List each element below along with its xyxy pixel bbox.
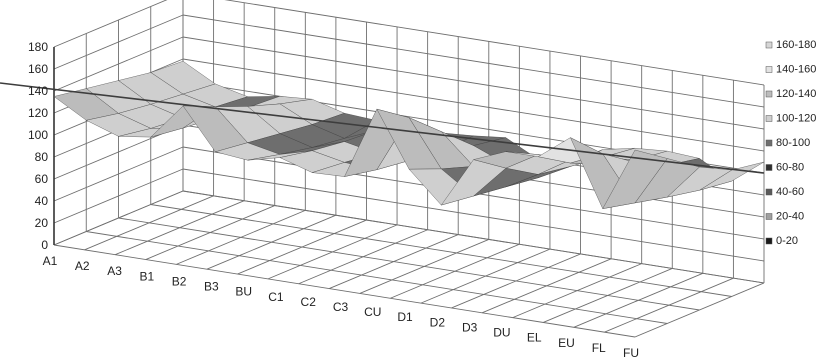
x-tick-label: EL <box>527 331 542 345</box>
back-wall-gridline <box>182 36 765 130</box>
chart-legend: 160-180 140-160 120-140 100-120 80-100 60-80 4… <box>765 39 816 247</box>
x-tick-label: D1 <box>397 310 413 324</box>
x-tick-label: B1 <box>139 269 154 283</box>
legend-swatch <box>765 213 773 220</box>
back-wall-gridline <box>182 168 765 262</box>
legend-swatch <box>765 90 773 98</box>
back-wall-gridline <box>182 14 765 108</box>
surface-patch <box>602 149 668 209</box>
y-tick-label: 60 <box>35 172 49 186</box>
x-axis-ticks: A1 A2 A3 B1 B2 B3 BU C1 C2 C3 CU D1 D2 D3 DU EL EU FL FU <box>43 254 639 358</box>
y-tick-label: 160 <box>28 62 48 76</box>
reference-line-100 <box>0 82 765 174</box>
legend-label: 100-120 <box>776 113 816 125</box>
floor-gridline <box>182 190 765 284</box>
x-tick-label: FU <box>623 346 639 358</box>
x-tick-label: A1 <box>43 254 58 268</box>
x-tick-label: FL <box>592 341 606 355</box>
legend-swatch <box>765 41 773 49</box>
x-tick-label: C3 <box>333 300 349 314</box>
back-wall-gridline <box>182 58 765 152</box>
floor-gridline <box>118 217 700 311</box>
legend-swatch <box>765 164 773 171</box>
legend-label: 80-100 <box>776 137 810 149</box>
y-tick-label: 100 <box>28 128 48 142</box>
y-tick-label: 40 <box>35 194 49 208</box>
x-tick-label: DU <box>493 326 510 340</box>
x-tick-label: D2 <box>430 315 446 329</box>
x-tick-label: BU <box>235 285 252 299</box>
x-tick-label: B2 <box>172 274 187 288</box>
legend-label: 20-40 <box>776 211 804 223</box>
back-wall-gridline <box>224 0 765 86</box>
x-tick-label: C1 <box>268 290 284 304</box>
legend-swatch <box>765 188 773 196</box>
legend-swatch <box>765 66 773 73</box>
floor-gridline <box>150 204 732 297</box>
y-tick-label: 80 <box>35 150 49 164</box>
floor-gridline <box>86 231 668 324</box>
floor-gridline <box>53 244 636 338</box>
y-tick-label: 180 <box>28 40 48 54</box>
chart-surface <box>53 61 765 209</box>
x-tick-label: B3 <box>204 280 219 294</box>
x-tick-label: A3 <box>107 264 122 278</box>
x-tick-label: A2 <box>75 259 90 273</box>
legend-label: 120-140 <box>776 88 816 100</box>
legend-label: 160-180 <box>776 39 816 51</box>
legend-label: 0-20 <box>776 235 798 247</box>
x-tick-label: D3 <box>462 320 478 334</box>
legend-label: 60-80 <box>776 162 804 174</box>
legend-swatch <box>765 139 773 147</box>
legend-swatch <box>765 115 773 122</box>
legend-label: 40-60 <box>776 186 804 198</box>
x-tick-label: EU <box>558 336 575 350</box>
reference-line <box>0 82 765 174</box>
legend-label: 140-160 <box>776 64 816 76</box>
y-axis-ticks: 0 20 40 60 80 100 120 140 160 180 <box>28 40 48 252</box>
y-tick-label: 20 <box>35 216 49 230</box>
y-tick-label: 120 <box>28 106 48 120</box>
x-tick-label: CU <box>364 305 381 319</box>
legend-swatch <box>765 237 773 245</box>
y-tick-label: 0 <box>41 238 48 252</box>
y-tick-label: 140 <box>28 84 48 98</box>
x-tick-label: C2 <box>301 295 317 309</box>
